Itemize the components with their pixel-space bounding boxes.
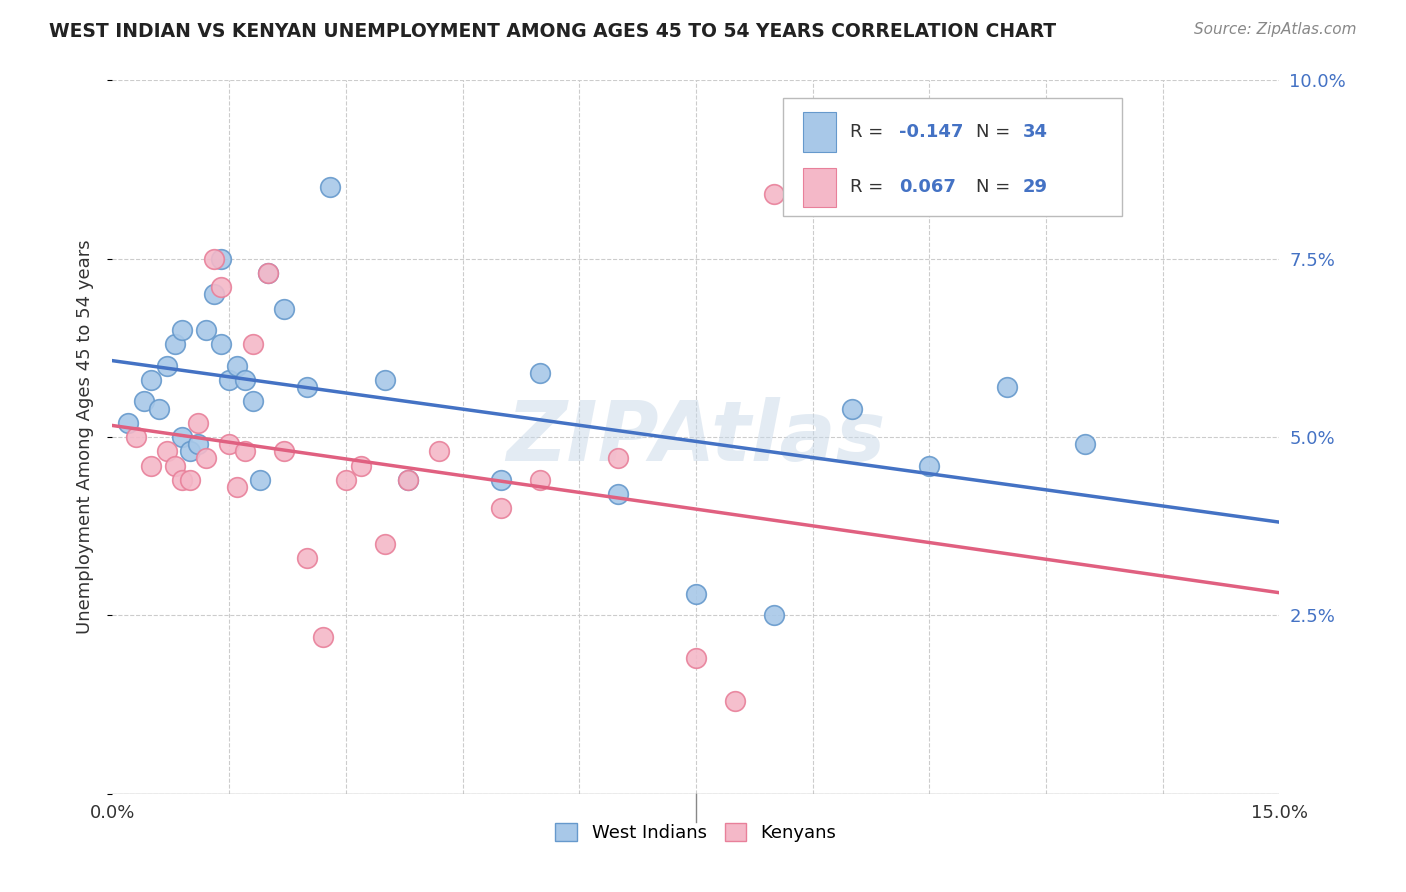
Point [242, 337, 264, 351]
Point [194, 451, 217, 466]
Point [132, 394, 155, 409]
Point [141, 458, 163, 473]
Point [233, 444, 256, 458]
Text: WEST INDIAN VS KENYAN UNEMPLOYMENT AMONG AGES 45 TO 54 YEARS CORRELATION CHART: WEST INDIAN VS KENYAN UNEMPLOYMENT AMONG… [49, 22, 1056, 41]
Point [209, 252, 232, 266]
Point [172, 430, 194, 444]
Point [257, 266, 280, 280]
Point [172, 473, 194, 487]
Legend: West Indians, Kenyans: West Indians, Kenyans [548, 815, 844, 849]
Point [179, 473, 201, 487]
Point [841, 401, 863, 416]
Point [141, 373, 163, 387]
Text: R =: R = [851, 178, 889, 196]
Point [117, 416, 139, 430]
Point [396, 473, 419, 487]
Bar [803, 112, 837, 152]
Text: ZIPAtlas: ZIPAtlas [506, 397, 886, 477]
Point [218, 437, 240, 451]
Point [491, 501, 513, 516]
Text: R =: R = [851, 123, 889, 141]
Point [1074, 437, 1097, 451]
Point [311, 630, 333, 644]
Point [179, 444, 201, 458]
Point [249, 473, 271, 487]
Point [762, 608, 785, 623]
Point [242, 394, 264, 409]
Point [529, 366, 551, 380]
Point [295, 380, 318, 394]
Point [350, 458, 373, 473]
Point [226, 480, 249, 494]
Point [148, 401, 170, 416]
Point [156, 444, 179, 458]
Point [685, 651, 707, 665]
Text: Source: ZipAtlas.com: Source: ZipAtlas.com [1194, 22, 1357, 37]
Point [273, 301, 295, 316]
Point [233, 373, 256, 387]
Point [607, 451, 630, 466]
Point [163, 458, 186, 473]
Text: 34: 34 [1022, 123, 1047, 141]
Point [226, 359, 249, 373]
Point [918, 458, 941, 473]
Point [202, 287, 225, 301]
Text: -0.147: -0.147 [898, 123, 963, 141]
Point [257, 266, 280, 280]
Point [172, 323, 194, 337]
Y-axis label: Unemployment Among Ages 45 to 54 years: Unemployment Among Ages 45 to 54 years [76, 240, 94, 634]
Point [187, 437, 209, 451]
Point [762, 187, 785, 202]
Point [607, 487, 630, 501]
Text: N =: N = [976, 123, 1017, 141]
Bar [803, 168, 837, 207]
Point [163, 337, 186, 351]
Point [685, 587, 707, 601]
Point [295, 551, 318, 566]
Point [374, 537, 396, 551]
Text: 29: 29 [1022, 178, 1047, 196]
Point [396, 473, 419, 487]
Point [187, 416, 209, 430]
Point [209, 280, 232, 294]
Point [995, 380, 1018, 394]
Point [319, 180, 342, 194]
Point [273, 444, 295, 458]
FancyBboxPatch shape [783, 98, 1122, 216]
Point [724, 694, 747, 708]
Text: 0.067: 0.067 [898, 178, 956, 196]
Point [209, 337, 232, 351]
Text: N =: N = [976, 178, 1017, 196]
Point [491, 473, 513, 487]
Point [335, 473, 357, 487]
Point [529, 473, 551, 487]
Point [218, 373, 240, 387]
Point [374, 373, 396, 387]
Point [125, 430, 148, 444]
Point [202, 252, 225, 266]
Point [156, 359, 179, 373]
Point [427, 444, 450, 458]
Point [194, 323, 217, 337]
